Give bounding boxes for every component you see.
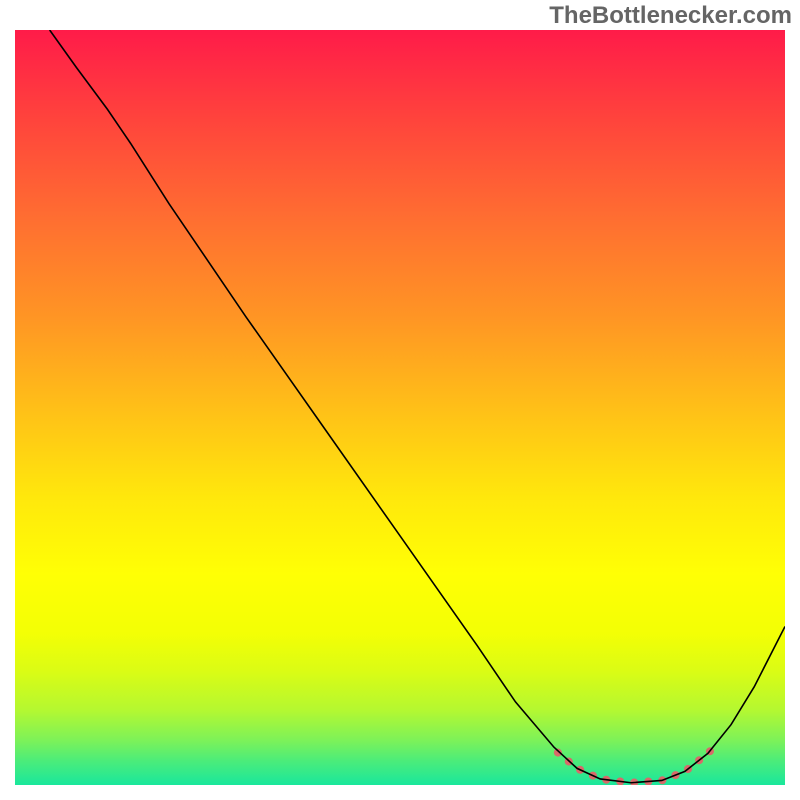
chart-container: TheBottlenecker.com xyxy=(0,0,800,800)
plot-area xyxy=(15,30,785,785)
watermark-text: TheBottlenecker.com xyxy=(549,2,792,30)
chart-svg xyxy=(15,30,785,785)
